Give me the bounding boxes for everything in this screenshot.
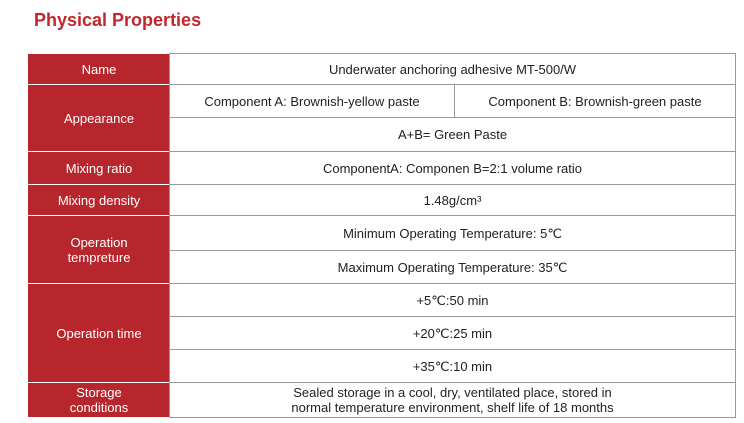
row-label: Mixing density — [28, 185, 170, 216]
row-label: Mixing ratio — [28, 152, 170, 185]
cell: Component B: Brownish-green paste — [454, 84, 736, 118]
cell: +20℃:25 min — [169, 316, 736, 350]
cell: ComponentA: Componen B=2:1 volume ratio — [169, 151, 736, 185]
cell: +35℃:10 min — [169, 349, 736, 383]
row-label: Operation tempreture — [28, 216, 170, 284]
cell: Component A: Brownish-yellow paste — [169, 84, 455, 118]
row-label: Name — [28, 54, 170, 85]
cell: Sealed storage in a cool, dry, ventilate… — [169, 382, 736, 418]
title: Physical Properties — [34, 10, 202, 30]
row-label: Operation time — [28, 284, 170, 383]
row-label: Appearance — [28, 85, 170, 152]
cell: 1.48g/cm³ — [169, 184, 736, 216]
cell: Maximum Operating Temperature: 35℃ — [169, 250, 736, 284]
cell-line: Sealed storage in a cool, dry, ventilate… — [293, 385, 612, 400]
cell-line: normal temperature environment, shelf li… — [291, 400, 614, 415]
row-label: Storage conditions — [28, 383, 170, 418]
cell: +5℃:50 min — [169, 283, 736, 317]
cell: Underwater anchoring adhesive MT-500/W — [169, 53, 736, 85]
cell: A+B= Green Paste — [169, 117, 736, 152]
cell: Minimum Operating Temperature: 5℃ — [169, 215, 736, 251]
